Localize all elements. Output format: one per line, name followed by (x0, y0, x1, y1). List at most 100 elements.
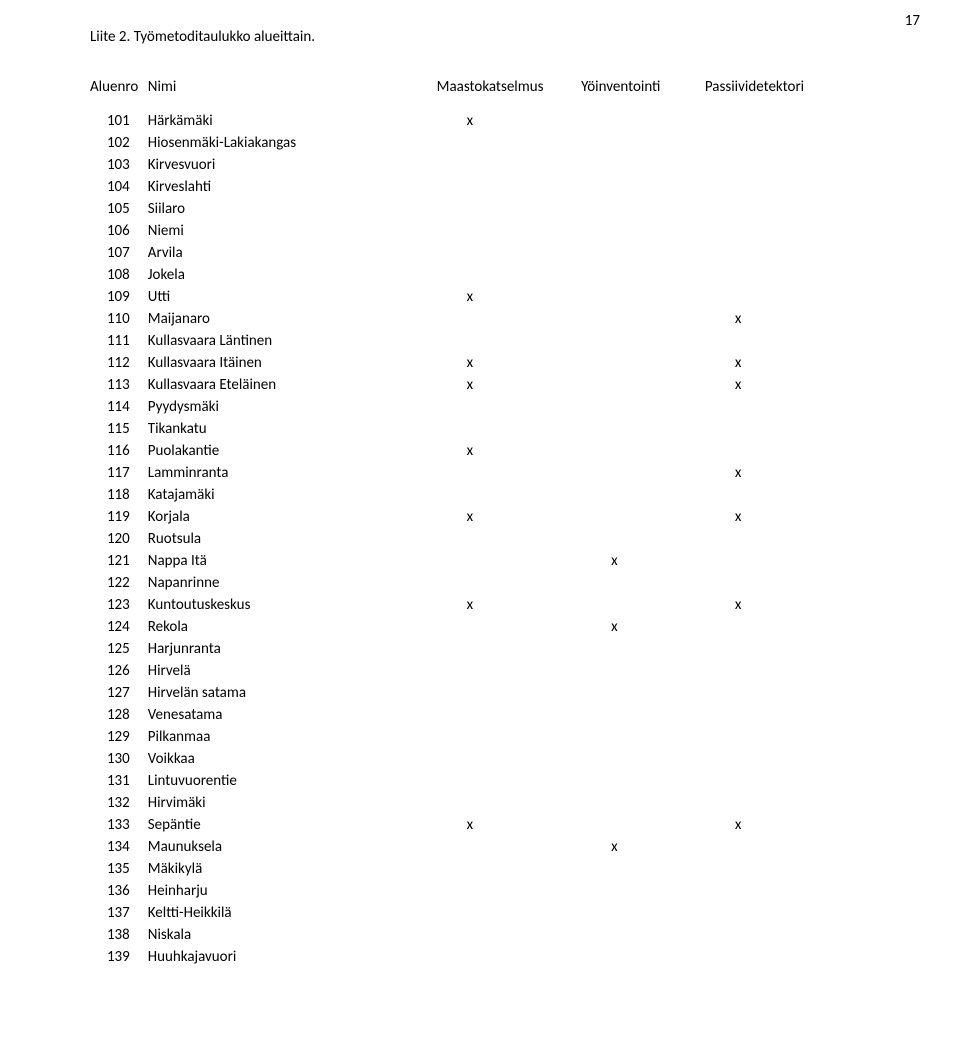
table-row: 133Sepäntiexx (90, 814, 870, 836)
cell-aluenro: 101 (90, 110, 148, 132)
cell-yoinventointi (581, 506, 705, 528)
cell-yoinventointi (581, 946, 705, 968)
cell-aluenro: 120 (90, 528, 148, 550)
table-row: 117Lamminrantax (90, 462, 870, 484)
cell-yoinventointi (581, 572, 705, 594)
cell-yoinventointi (581, 682, 705, 704)
table-row: 102Hiosenmäki-Lakiakangas (90, 132, 870, 154)
cell-maastokatselmus (437, 154, 581, 176)
table-row: 128Venesatama (90, 704, 870, 726)
cell-aluenro: 103 (90, 154, 148, 176)
cell-nimi: Huuhkajavuori (148, 946, 437, 968)
cell-passiividetektori (705, 110, 870, 132)
cell-maastokatselmus (437, 770, 581, 792)
cell-yoinventointi (581, 132, 705, 154)
cell-maastokatselmus (437, 418, 581, 440)
cell-passiividetektori: x (705, 308, 870, 330)
cell-maastokatselmus (437, 220, 581, 242)
cell-passiividetektori (705, 836, 870, 858)
cell-aluenro: 117 (90, 462, 148, 484)
page-number: 17 (905, 12, 920, 30)
cell-aluenro: 107 (90, 242, 148, 264)
cell-aluenro: 127 (90, 682, 148, 704)
cell-maastokatselmus (437, 462, 581, 484)
table-row: 130Voikkaa (90, 748, 870, 770)
cell-yoinventointi (581, 528, 705, 550)
cell-aluenro: 125 (90, 638, 148, 660)
cell-nimi: Keltti-Heikkilä (148, 902, 437, 924)
table-row: 139Huuhkajavuori (90, 946, 870, 968)
table-row: 126Hirvelä (90, 660, 870, 682)
cell-yoinventointi (581, 704, 705, 726)
table-row: 123Kuntoutuskeskusxx (90, 594, 870, 616)
cell-maastokatselmus: x (437, 594, 581, 616)
header-nimi: Nimi (148, 76, 437, 110)
table-row: 104Kirveslahti (90, 176, 870, 198)
cell-aluenro: 136 (90, 880, 148, 902)
cell-maastokatselmus (437, 528, 581, 550)
table-row: 114Pyydysmäki (90, 396, 870, 418)
cell-maastokatselmus (437, 484, 581, 506)
cell-nimi: Hirvelän satama (148, 682, 437, 704)
cell-yoinventointi (581, 264, 705, 286)
cell-passiividetektori (705, 528, 870, 550)
cell-aluenro: 137 (90, 902, 148, 924)
cell-aluenro: 122 (90, 572, 148, 594)
table-row: 136Heinharju (90, 880, 870, 902)
cell-yoinventointi (581, 198, 705, 220)
table-row: 129Pilkanmaa (90, 726, 870, 748)
table-row: 119Korjalaxx (90, 506, 870, 528)
cell-passiividetektori (705, 264, 870, 286)
cell-passiividetektori (705, 638, 870, 660)
cell-maastokatselmus (437, 836, 581, 858)
cell-maastokatselmus (437, 792, 581, 814)
cell-nimi: Nappa Itä (148, 550, 437, 572)
cell-passiividetektori (705, 440, 870, 462)
cell-nimi: Venesatama (148, 704, 437, 726)
cell-yoinventointi (581, 440, 705, 462)
cell-maastokatselmus (437, 660, 581, 682)
header-passiividetektori: Passiividetektori (705, 76, 870, 110)
header-maastokatselmus: Maastokatselmus (437, 76, 581, 110)
cell-aluenro: 126 (90, 660, 148, 682)
cell-passiividetektori (705, 198, 870, 220)
cell-aluenro: 123 (90, 594, 148, 616)
cell-maastokatselmus (437, 176, 581, 198)
cell-aluenro: 114 (90, 396, 148, 418)
cell-maastokatselmus: x (437, 374, 581, 396)
cell-nimi: Rekola (148, 616, 437, 638)
cell-passiividetektori (705, 572, 870, 594)
cell-aluenro: 113 (90, 374, 148, 396)
cell-aluenro: 139 (90, 946, 148, 968)
cell-passiividetektori (705, 154, 870, 176)
cell-passiividetektori (705, 396, 870, 418)
cell-maastokatselmus: x (437, 286, 581, 308)
cell-passiividetektori (705, 616, 870, 638)
cell-yoinventointi: x (581, 836, 705, 858)
cell-maastokatselmus (437, 902, 581, 924)
cell-aluenro: 102 (90, 132, 148, 154)
cell-aluenro: 128 (90, 704, 148, 726)
cell-maastokatselmus (437, 858, 581, 880)
cell-yoinventointi (581, 924, 705, 946)
cell-maastokatselmus (437, 748, 581, 770)
cell-aluenro: 132 (90, 792, 148, 814)
table-row: 112Kullasvaara Itäinenxx (90, 352, 870, 374)
table-row: 115Tikankatu (90, 418, 870, 440)
table-row: 103Kirvesvuori (90, 154, 870, 176)
cell-aluenro: 106 (90, 220, 148, 242)
table-row: 118Katajamäki (90, 484, 870, 506)
cell-yoinventointi (581, 330, 705, 352)
table-row: 116Puolakantiex (90, 440, 870, 462)
cell-nimi: Niskala (148, 924, 437, 946)
cell-aluenro: 110 (90, 308, 148, 330)
cell-passiividetektori (705, 132, 870, 154)
cell-passiividetektori: x (705, 506, 870, 528)
table-row: 122Napanrinne (90, 572, 870, 594)
cell-yoinventointi (581, 594, 705, 616)
cell-nimi: Sepäntie (148, 814, 437, 836)
cell-maastokatselmus: x (437, 440, 581, 462)
method-table: Aluenro Nimi Maastokatselmus Yöinventoin… (90, 76, 870, 968)
cell-maastokatselmus (437, 242, 581, 264)
cell-aluenro: 104 (90, 176, 148, 198)
